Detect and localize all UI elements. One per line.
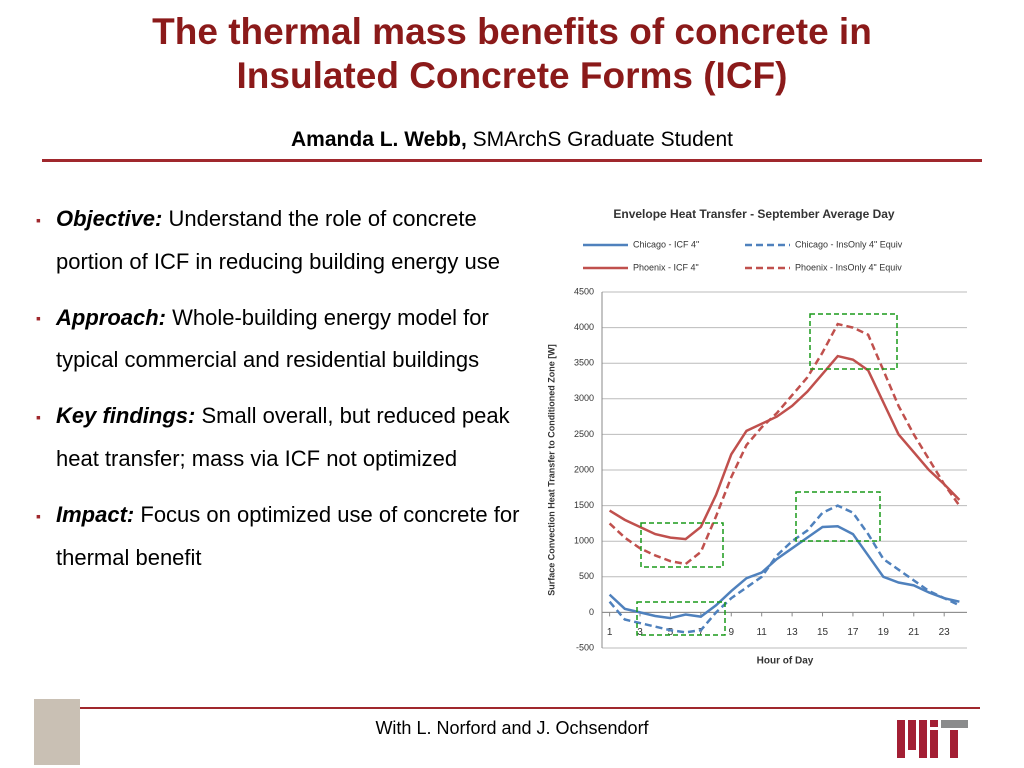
bullets: Objective: Understand the role of concre… (36, 198, 526, 593)
y-tick-label: -500 (576, 642, 594, 652)
author-role: SMArchS Graduate Student (472, 128, 733, 151)
highlight-box (636, 601, 726, 636)
title-line: Insulated Concrete Forms (ICF) (236, 55, 788, 96)
bullet-text: Small overall, but reduced peak heat tra… (56, 403, 510, 472)
x-tick-label: 1 (607, 627, 613, 638)
rule (42, 159, 982, 162)
series-line (608, 524, 960, 620)
x-tick-label: 19 (878, 627, 890, 638)
chart-title: Envelope Heat Transfer - September Avera… (613, 207, 895, 221)
bullet-text: Whole-building energy model for typical … (56, 304, 489, 373)
highlight-box (795, 491, 881, 542)
x-tick-label: 15 (817, 627, 829, 638)
bullet-lead: Approach: (56, 304, 166, 330)
x-tick-label: 13 (787, 627, 799, 638)
bullet-text: Understand the role of concrete portion … (56, 206, 500, 274)
y-tick-label: 1500 (574, 500, 594, 510)
x-tick-label: 3 (637, 627, 643, 638)
bullet: Impact: Focus on optimized use of concre… (36, 494, 526, 578)
x-tick-label: 5 (668, 627, 674, 638)
bullet: Objective: Understand the role of concre… (36, 198, 526, 282)
x-axis-label: Hour of Day (757, 656, 814, 667)
y-tick-label: 500 (579, 571, 594, 581)
slide-title: The thermal mass benefits of concrete in… (0, 10, 1024, 98)
x-tick-label: 9 (728, 627, 734, 638)
x-tick-label: 11 (756, 627, 767, 638)
y-tick-label: 2000 (574, 464, 594, 474)
mit-logo (897, 720, 968, 758)
y-tick-label: 0 (589, 607, 594, 617)
x-tick-label: 23 (939, 627, 951, 638)
y-tick-label: 1000 (574, 536, 594, 546)
x-tick-label: 17 (847, 627, 859, 638)
series-line (608, 354, 961, 541)
y-tick-label: 3000 (574, 393, 594, 403)
footprint-image (34, 699, 80, 765)
series-line (608, 504, 960, 634)
legend-label: Chicago - InsOnly 4" Equiv (795, 239, 903, 249)
legend-label: Chicago - ICF 4" (633, 239, 699, 249)
legend-label: Phoenix - InsOnly 4" Equiv (795, 262, 902, 272)
legend-label: Phoenix - ICF 4" (633, 262, 699, 272)
author-name: Amanda L. Webb, (291, 128, 467, 151)
title-line: The thermal mass benefits of concrete in (152, 11, 872, 52)
y-tick-label: 3500 (574, 358, 594, 368)
x-tick-label: 7 (698, 627, 704, 638)
footer: With L. Norford and J. Ochsendorf (375, 718, 649, 738)
y-tick-label: 2500 (574, 429, 594, 439)
bullet-text: Focus on optimized use of concrete for t… (56, 502, 520, 570)
y-tick-label: 4500 (574, 286, 594, 296)
bullet-lead: Key findings: (56, 403, 196, 429)
y-axis-label: Surface Convection Heat Transfer to Cond… (546, 344, 556, 596)
author: Amanda L. Webb, SMArchS Graduate Student (0, 128, 1024, 152)
rule (80, 707, 980, 709)
bullet: Key findings: Small overall, but reduced… (36, 395, 526, 479)
highlight-box (640, 522, 724, 568)
bullet-lead: Objective: (56, 206, 163, 231)
series-line (608, 322, 961, 566)
highlight-box (809, 313, 898, 370)
bullet: Approach: Whole-building energy model fo… (36, 297, 526, 381)
y-tick-label: 4000 (574, 322, 594, 332)
x-tick-label: 21 (908, 627, 920, 638)
bullet-lead: Impact: (56, 502, 135, 528)
